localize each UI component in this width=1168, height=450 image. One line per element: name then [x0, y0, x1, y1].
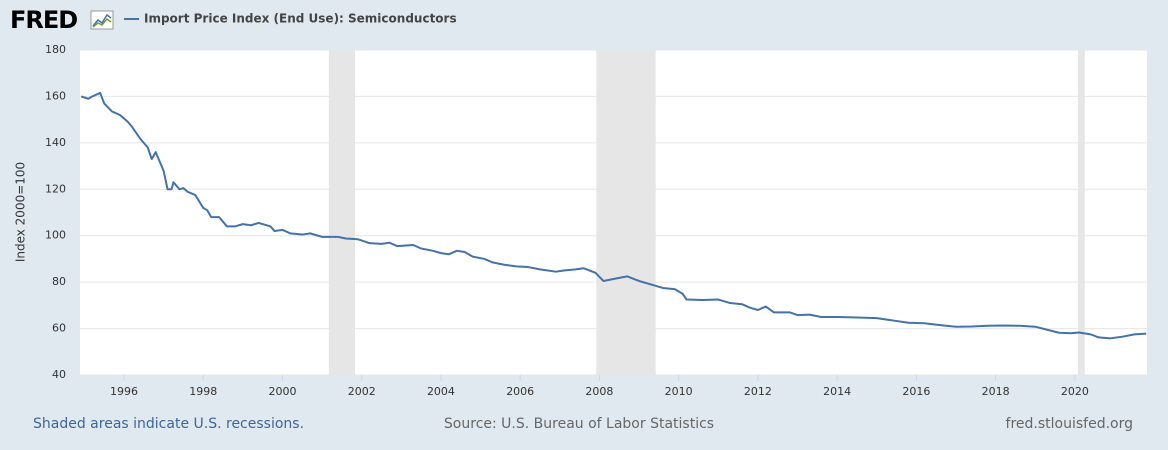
x-tick-label: 2002 [348, 385, 376, 398]
y-tick-label: 100 [45, 229, 66, 242]
x-tick-label: 2012 [744, 385, 772, 398]
x-tick-label: 2000 [268, 385, 296, 398]
legend-label: Import Price Index (End Use): Semiconduc… [144, 12, 457, 26]
logo: FRED [10, 6, 77, 34]
data-line [80, 91, 1147, 340]
x-tick-label: 1996 [110, 385, 138, 398]
y-tick-label: 120 [45, 182, 66, 195]
footer-note[interactable]: Shaded areas indicate U.S. recessions. [33, 416, 304, 432]
y-tick-label: 60 [52, 322, 66, 335]
footer-source: Source: U.S. Bureau of Labor Statistics [444, 416, 714, 432]
y-tick-label: 180 [45, 43, 66, 56]
recession-band [596, 50, 656, 375]
y-tick-label: 140 [45, 136, 66, 149]
x-tick-label: 2014 [823, 385, 851, 398]
x-tick-label: 2020 [1061, 385, 1089, 398]
x-tick-label: 2008 [585, 385, 613, 398]
x-tick-label: 2018 [982, 385, 1010, 398]
x-tick-label: 2006 [506, 385, 534, 398]
x-tick-label: 1998 [189, 385, 217, 398]
recession-band [1078, 50, 1085, 375]
x-tick-label: 2010 [665, 385, 693, 398]
y-tick-label: 160 [45, 89, 66, 102]
y-tick-label: 80 [52, 275, 66, 288]
y-tick-label: 40 [52, 368, 66, 381]
x-tick-label: 2016 [902, 385, 930, 398]
recession-band [328, 50, 355, 375]
footer-url[interactable]: fred.stlouisfed.org [1006, 416, 1133, 432]
logo-icon [90, 10, 114, 30]
y-axis-label: Index 2000=100 [14, 162, 28, 262]
x-tick-label: 2004 [427, 385, 455, 398]
